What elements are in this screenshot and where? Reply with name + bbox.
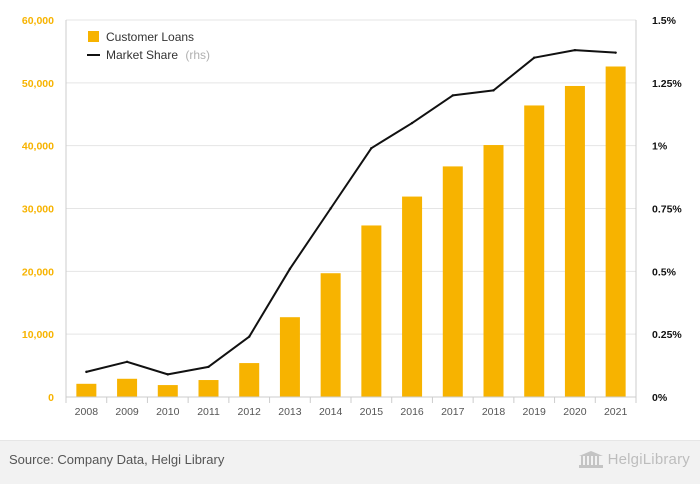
- brand-logo: HelgiLibrary: [578, 451, 690, 469]
- legend: Customer Loans Market Share (rhs): [87, 30, 210, 62]
- x-tick-label: 2009: [115, 406, 139, 418]
- y-right-tick-label: 0.5%: [652, 266, 677, 278]
- bar-customer-loans: [605, 66, 626, 397]
- library-building-icon: [578, 451, 603, 469]
- legend-label-customer-loans: Customer Loans: [106, 30, 194, 44]
- point-market-share: [614, 51, 617, 54]
- point-market-share: [85, 370, 88, 374]
- y-left-tick-label: 0: [48, 392, 54, 404]
- y-left-tick-label: 10,000: [22, 329, 54, 341]
- legend-market-share-name: Market Share: [106, 48, 178, 62]
- x-tick-label: 2011: [197, 406, 220, 418]
- x-tick-label: 2017: [441, 406, 465, 418]
- x-tick-label: 2021: [604, 406, 628, 418]
- y-right-tick-label: 1.25%: [652, 78, 682, 90]
- bar-customer-loans: [402, 196, 423, 397]
- x-tick-label: 2015: [360, 406, 384, 418]
- y-left-tick-label: 60,000: [22, 15, 54, 27]
- bar-customer-loans: [524, 105, 545, 397]
- y-right-tick-label: 0.75%: [652, 204, 682, 216]
- legend-market-share-suffix: (rhs): [185, 48, 210, 62]
- legend-swatch-customer-loans: [88, 31, 99, 42]
- footer: Source: Company Data, Helgi Library Helg…: [0, 440, 700, 484]
- brand-name: HelgiLibrary: [607, 451, 690, 468]
- y-left-tick-label: 40,000: [22, 141, 54, 153]
- gridlines: [66, 19, 636, 335]
- bar-customer-loans: [320, 273, 341, 397]
- y-right-tick-label: 1.5%: [652, 15, 677, 27]
- bar-customer-loans: [117, 378, 138, 397]
- point-market-share: [329, 207, 332, 210]
- bar-customer-loans: [76, 383, 97, 397]
- point-market-share: [492, 89, 495, 92]
- legend-label-market-share: Market Share (rhs): [106, 48, 210, 62]
- y-left-tick-label: 20,000: [22, 266, 54, 278]
- point-market-share: [370, 146, 373, 150]
- x-tick-label: 2019: [523, 406, 547, 418]
- point-market-share: [410, 121, 414, 125]
- y-right-tick-label: 0.25%: [652, 329, 682, 341]
- bar-customer-loans: [198, 380, 219, 397]
- axes: 0 10,000 20,000 30,000 40,000 50,000 60,000 0% 0…: [22, 15, 683, 418]
- y-left-tick-label: 50,000: [22, 78, 54, 90]
- bar-series-customer-loans: [76, 66, 626, 397]
- line-market-share: [86, 49, 616, 376]
- point-market-share: [125, 360, 129, 364]
- x-tick-label: 2010: [156, 406, 180, 418]
- point-market-share: [248, 335, 251, 338]
- x-tick-label: 2020: [563, 406, 587, 418]
- x-tick-label: 2018: [482, 406, 506, 418]
- x-tick-label: 2013: [278, 406, 302, 418]
- source-note: Source: Company Data, Helgi Library: [9, 452, 225, 467]
- y-right-tick-label: 1%: [652, 141, 668, 153]
- bar-customer-loans: [157, 385, 178, 397]
- point-market-share: [451, 94, 454, 97]
- point-market-share: [288, 267, 292, 271]
- x-tick-label: 2012: [238, 406, 262, 418]
- combo-chart: 0 10,000 20,000 30,000 40,000 50,000 60,000 0% 0…: [22, 15, 683, 418]
- bar-customer-loans: [483, 145, 504, 397]
- line-series-market-share: [85, 48, 617, 376]
- bar-customer-loans: [279, 317, 300, 397]
- x-tick-label: 2014: [319, 406, 343, 418]
- y-left-tick-label: 30,000: [22, 204, 54, 216]
- point-market-share: [207, 365, 210, 369]
- y-right-tick-label: 0%: [652, 392, 668, 404]
- point-market-share: [166, 373, 169, 376]
- x-tick-label: 2016: [400, 406, 424, 418]
- bar-customer-loans: [564, 85, 585, 397]
- bar-customer-loans: [442, 166, 463, 397]
- bar-customer-loans: [361, 225, 382, 397]
- x-tick-label: 2008: [75, 406, 99, 418]
- bar-customer-loans: [239, 363, 260, 397]
- point-market-share: [573, 48, 577, 52]
- point-market-share: [533, 56, 536, 59]
